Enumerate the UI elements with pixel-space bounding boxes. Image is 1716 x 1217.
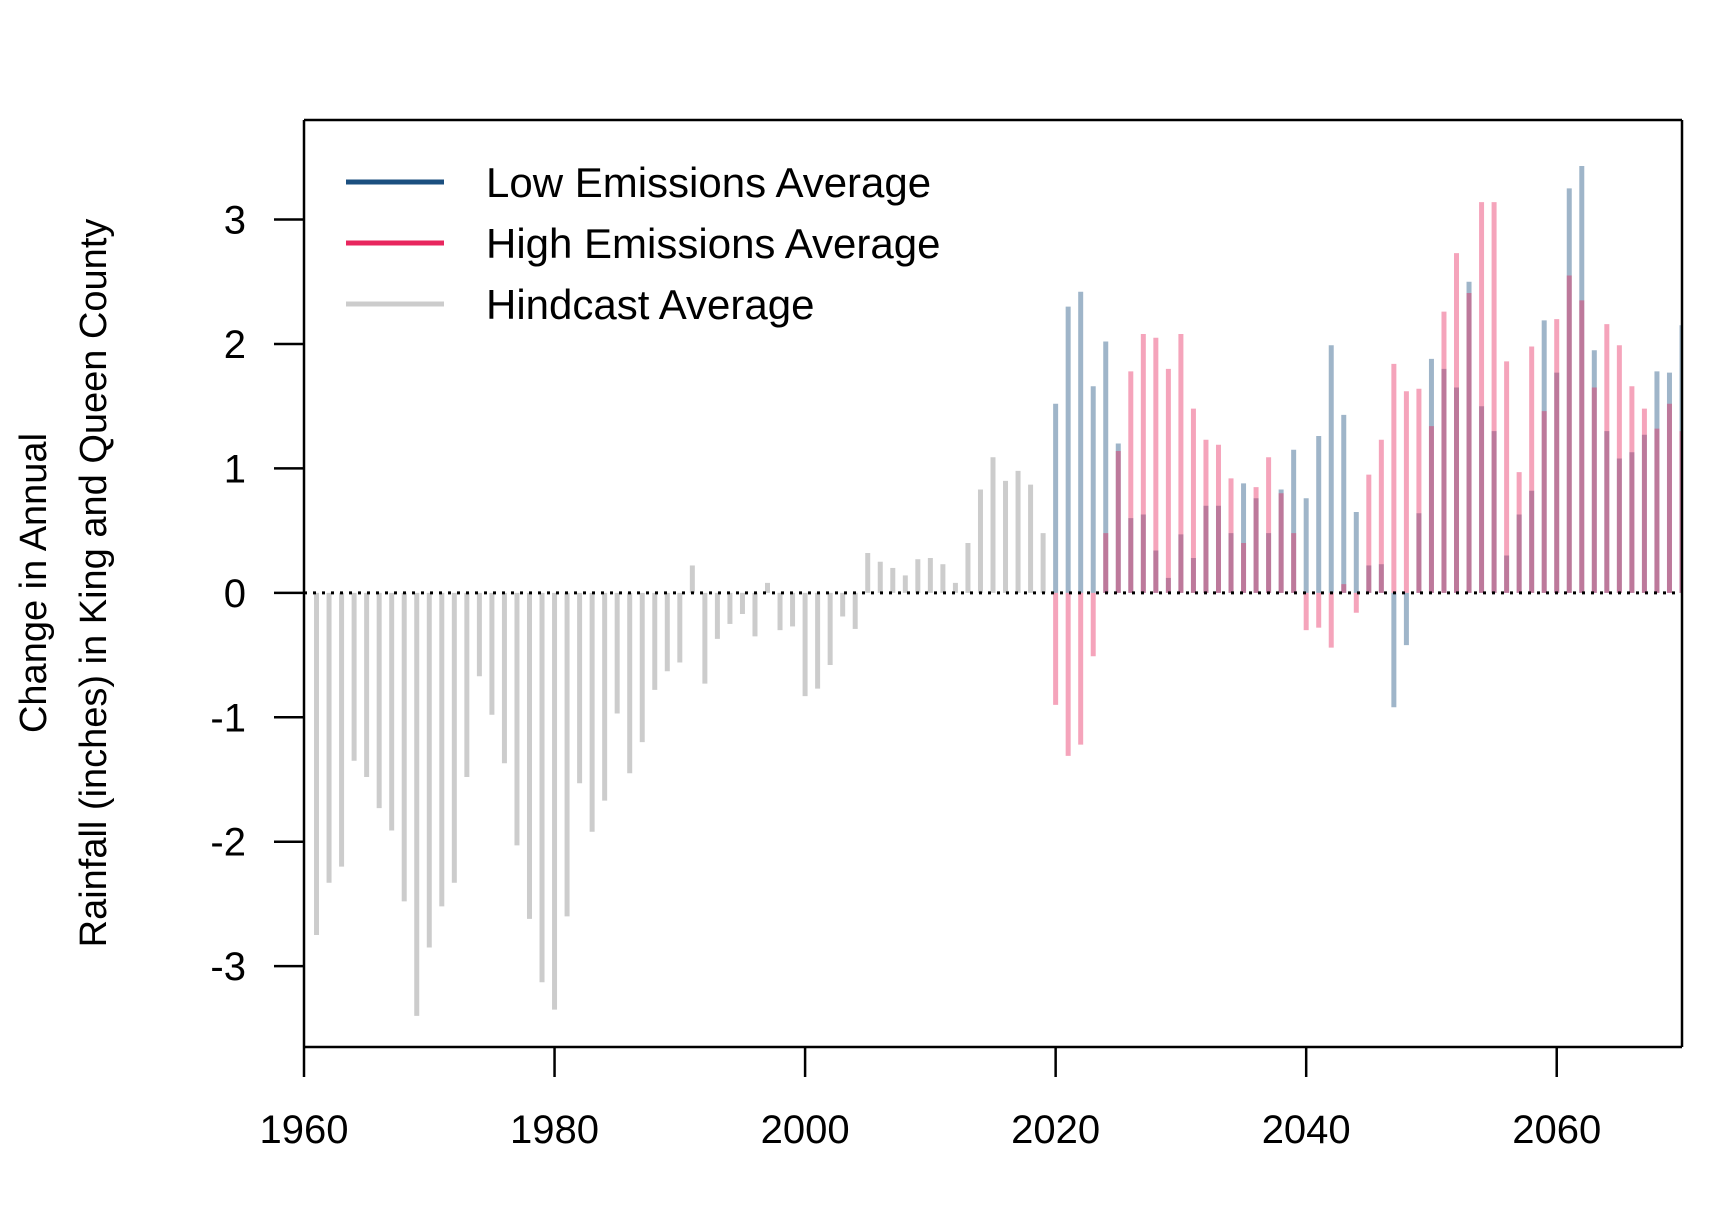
legend: Low Emissions Average High Emissions Aver… (346, 159, 940, 328)
y-tick-label-0: 0 (224, 572, 246, 616)
x-tick-label-2040: 2040 (1262, 1108, 1351, 1152)
series-high-emissions-average (1053, 202, 1682, 756)
y-axis-title: Change in Annual Rainfall (inches) in Ki… (13, 219, 115, 948)
y-tick-label--2: -2 (210, 821, 246, 865)
x-tick-label-2060: 2060 (1512, 1108, 1601, 1152)
x-tick-label-2020: 2020 (1011, 1108, 1100, 1152)
y-tick-label-3: 3 (224, 199, 246, 243)
legend-item-high-emissions-average: High Emissions Average (346, 220, 940, 267)
x-tick-label-1960: 1960 (260, 1108, 349, 1152)
legend-label-hindcast-average: Hindcast Average (486, 281, 814, 328)
y-tick-label-1: 1 (224, 447, 246, 491)
legend-item-hindcast-average: Hindcast Average (346, 281, 814, 328)
y-tick-label--3: -3 (210, 945, 246, 989)
y-tick-label--1: -1 (210, 696, 246, 740)
legend-label-low-emissions-average: Low Emissions Average (486, 159, 931, 206)
y-axis-title-line-1: Change in Annual (13, 433, 55, 733)
y-axis-title-line-2: Rainfall (inches) in King and Queen Coun… (73, 219, 115, 948)
x-tick-label-2000: 2000 (761, 1108, 850, 1152)
series-hindcast-average (314, 457, 1046, 1016)
bars-layer (314, 166, 1682, 1016)
series-low-emissions-average (1053, 166, 1682, 708)
y-tick-label-2: 2 (224, 323, 246, 367)
axes-layer: 1960 1980 2000 2020 2040 2060 -3 -2 -1 0 1 2 3 (210, 118, 1684, 1152)
x-tick-label-1980: 1980 (510, 1108, 599, 1152)
legend-item-low-emissions-average: Low Emissions Average (346, 159, 931, 206)
legend-label-high-emissions-average: High Emissions Average (486, 220, 940, 267)
